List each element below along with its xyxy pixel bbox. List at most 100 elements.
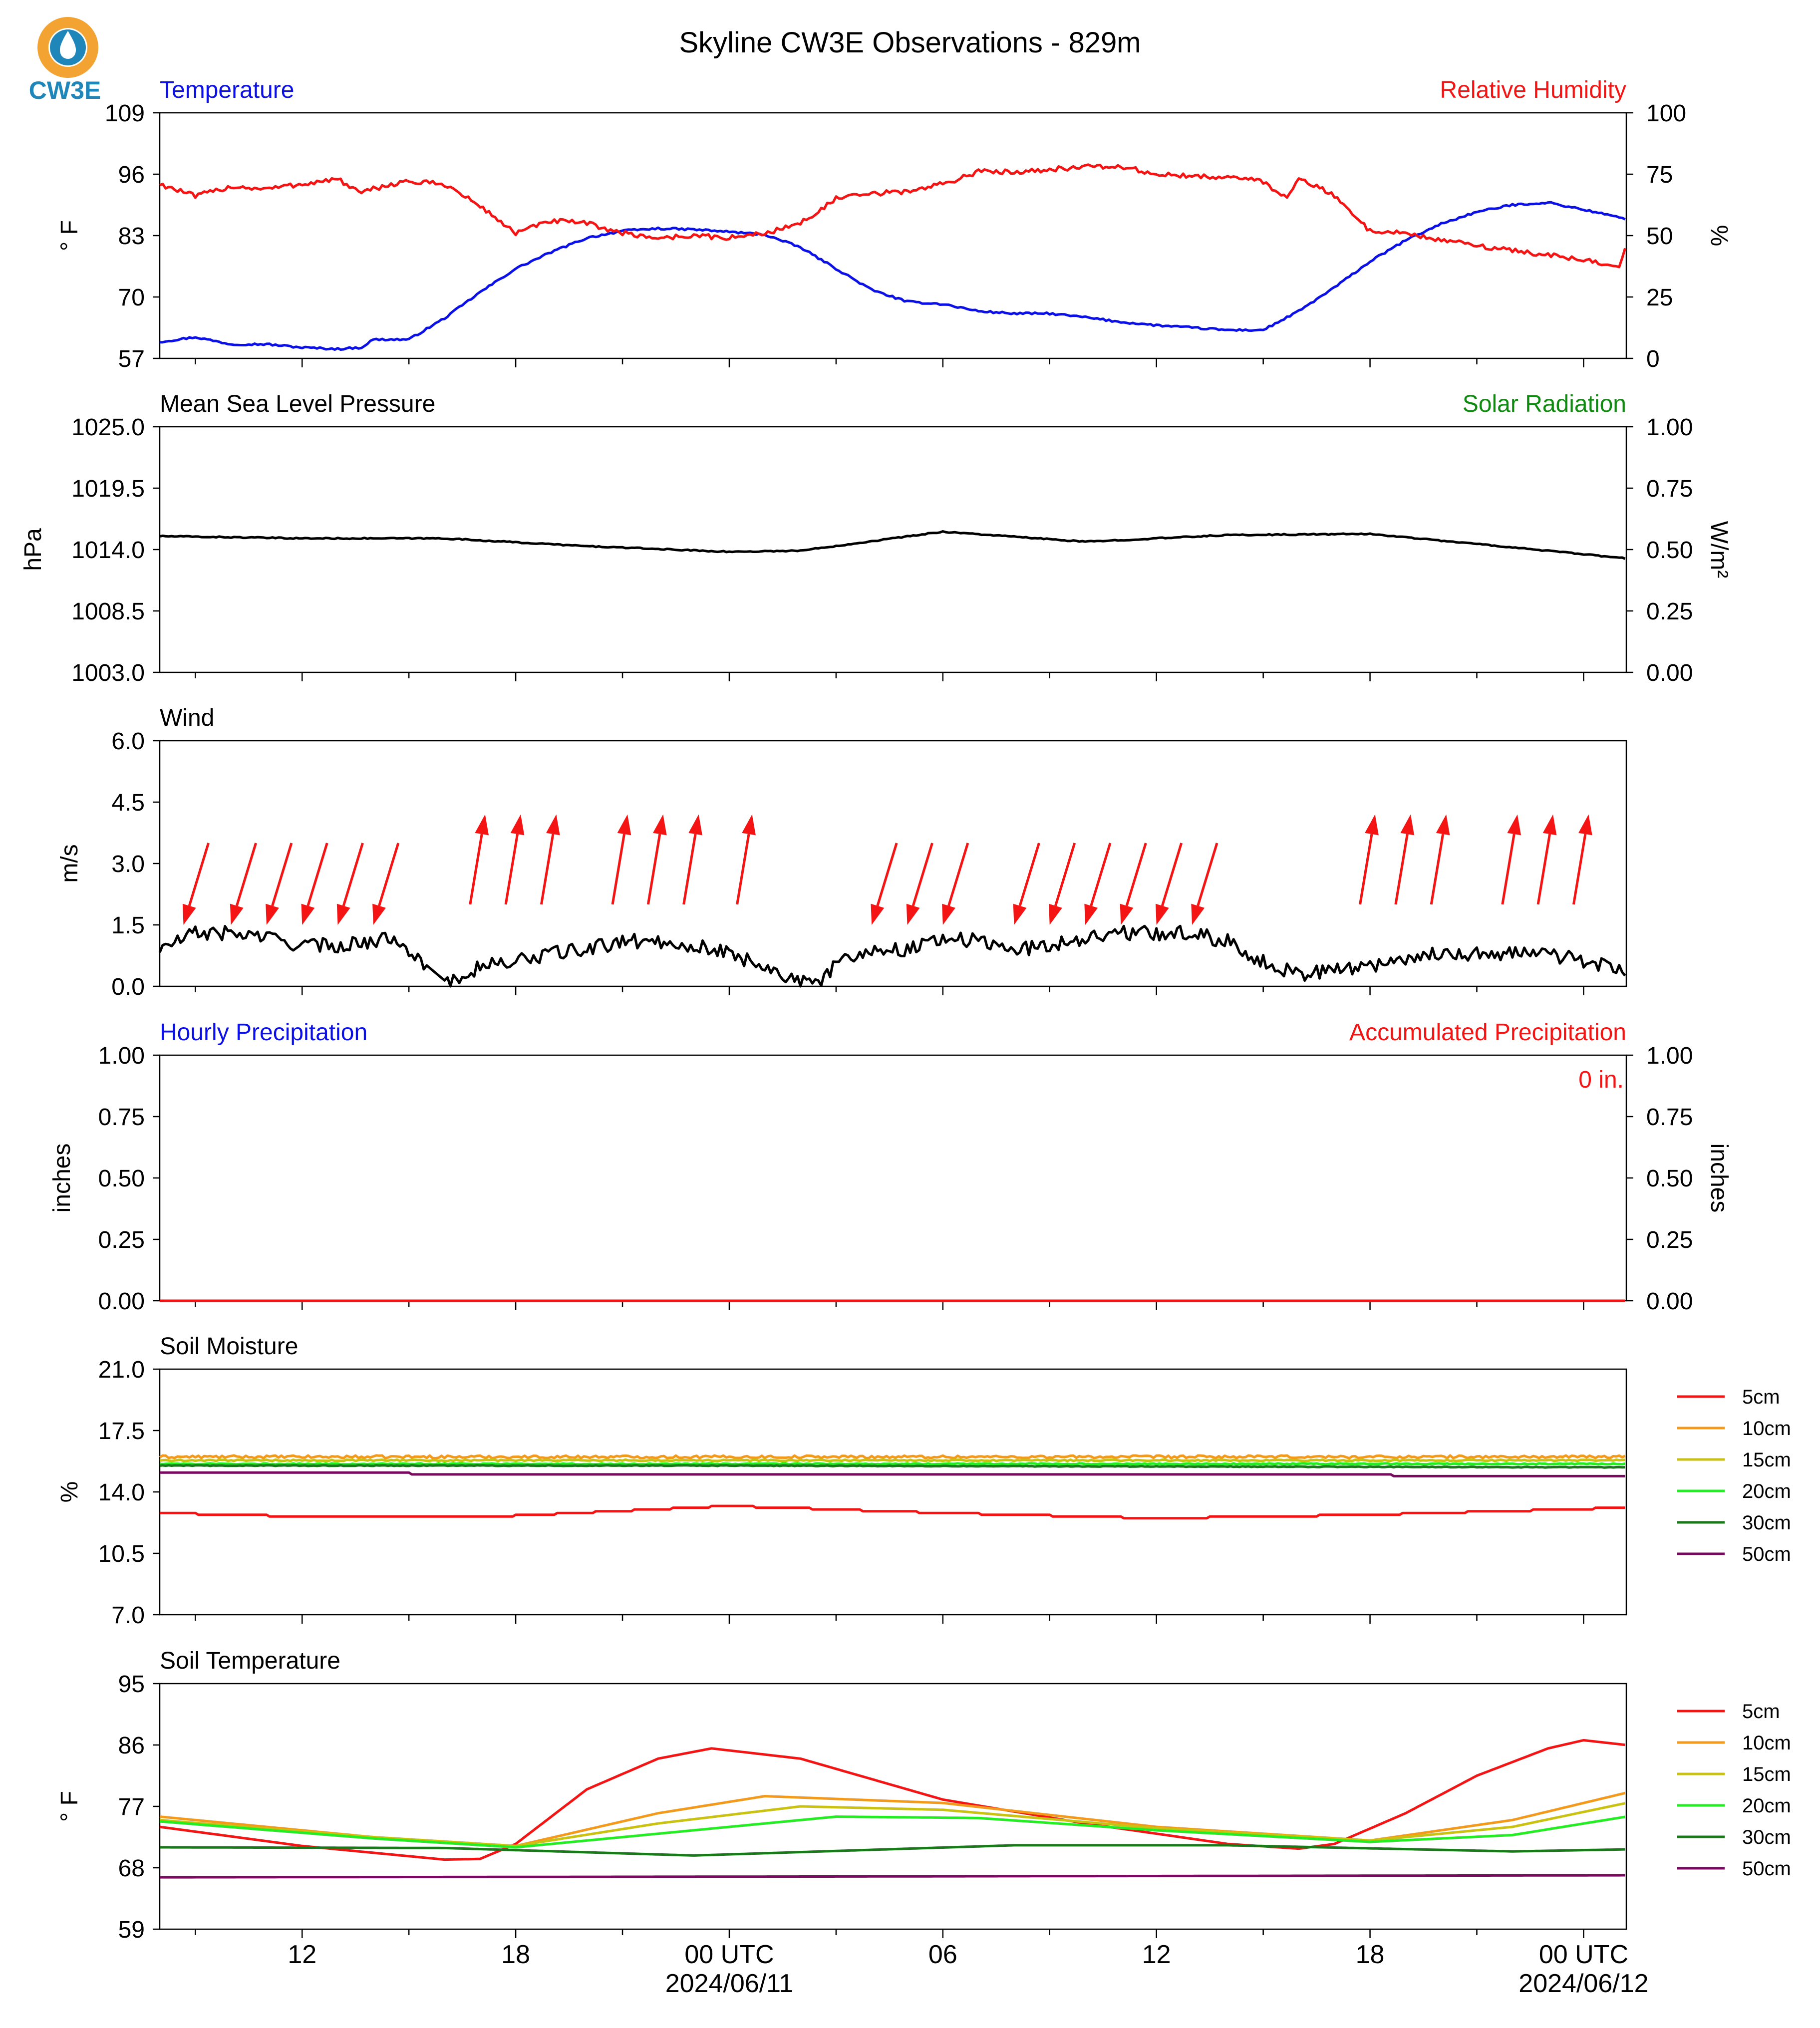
wind-arrow-head (1400, 814, 1415, 836)
wind-arrow (682, 814, 702, 905)
y-tick-label-left: 0.25 (98, 1227, 145, 1253)
wind-arrow (372, 843, 400, 925)
plot-frame (159, 112, 1627, 359)
y-tick-label-right: 0.75 (1646, 1104, 1693, 1131)
x-tick-label: 12 (1142, 1940, 1171, 1969)
y-tick-label-right: 0.50 (1646, 1165, 1693, 1192)
y-tick-label-left: 0.0 (111, 974, 145, 1000)
y-tick-label-left: 1025.0 (71, 414, 145, 441)
wind-arrow-shaft (342, 843, 364, 906)
wind-arrow-shaft (469, 834, 483, 905)
y-tick-label-left: 1019.5 (71, 476, 145, 502)
wind-arrow (182, 843, 210, 925)
y-axis-label-right: inches (1706, 1144, 1732, 1213)
cw3e-logo: CW3E (29, 17, 101, 104)
wind-arrow (906, 843, 933, 925)
y-tick-label-left: 1008.5 (71, 598, 145, 625)
panel-title-left: Wind (160, 705, 214, 731)
legend-label: 20cm (1742, 1480, 1791, 1502)
legend-label: 15cm (1742, 1449, 1791, 1471)
x-tick-label: 00 UTC (684, 1940, 774, 1969)
y-tick-label-left: 1.5 (111, 912, 145, 939)
y-tick-label-right: 0.00 (1646, 660, 1693, 686)
x-tick-label: 12 (288, 1940, 316, 1969)
series-line-50cm (160, 1471, 1625, 1477)
wind-arrow (1120, 843, 1147, 925)
wind-arrow-head (182, 903, 196, 925)
x-date-label: 2024/06/11 (665, 1969, 793, 1998)
panel-soil_moisture: Soil Moisture 21.0 17.5 14.0 10.5 7.0% 5cm 10cm… (56, 1333, 1791, 1629)
series-line-30cm (159, 1464, 1625, 1469)
wind-arrow-head (1507, 814, 1521, 836)
wind-arrow-head (230, 903, 244, 925)
wind-arrow-shaft (540, 834, 555, 905)
panel-temp_rh: Temperature Relative Humidity 109 96 83 70 57 1… (56, 77, 1732, 372)
y-axis-label-left: inches (49, 1144, 75, 1213)
wind-arrow-shaft (1090, 843, 1112, 906)
accumulated-precip-value: 0 in. (1578, 1067, 1624, 1093)
x-tick-label: 00 UTC (1539, 1940, 1628, 1969)
wind-arrow (1013, 843, 1040, 925)
wind-arrow-head (1155, 903, 1169, 925)
y-axis-label-left: % (56, 1481, 83, 1503)
y-tick-label-left: 1014.0 (71, 537, 145, 564)
wind-arrow (1430, 814, 1450, 905)
wind-arrow (942, 843, 969, 925)
y-tick-label-left: 77 (118, 1794, 145, 1820)
wind-arrow (1394, 814, 1415, 905)
wind-arrow-head (1191, 903, 1205, 925)
y-tick-label-right: 0 (1646, 346, 1660, 372)
wind-arrow-shaft (646, 834, 661, 905)
plot-frame (159, 426, 1627, 673)
panel-soil_temperature: Soil Temperature 95 86 77 68 59 ° F 5cm 10cm 15cm… (56, 1648, 1791, 1943)
wind-arrow-head (475, 814, 489, 836)
legend-label: 50cm (1742, 1858, 1791, 1880)
y-tick-label-left: 17.5 (98, 1418, 145, 1445)
wind-arrow-head (372, 903, 386, 925)
figure-title: Skyline CW3E Observations - 829m (679, 26, 1141, 59)
y-tick-label-left: 83 (118, 223, 145, 250)
y-tick-label-left: 68 (118, 1855, 145, 1882)
wind-arrow-shaft (1430, 834, 1445, 905)
wind-arrow-head (1436, 814, 1450, 836)
panel-title-right: Solar Radiation (1463, 391, 1626, 417)
y-tick-label-left: 96 (118, 162, 145, 188)
panel-title-left: Mean Sea Level Pressure (160, 391, 435, 417)
y-tick-label-left: 1003.0 (71, 660, 145, 686)
series-line-50cm (160, 1874, 1625, 1879)
wind-arrow-head (742, 814, 756, 836)
panel-title-left: Hourly Precipitation (160, 1019, 367, 1046)
y-tick-label-left: 6.0 (111, 728, 145, 755)
series-line-20cm (159, 1462, 1626, 1466)
legend-label: 5cm (1742, 1701, 1780, 1723)
panel-title-left: Soil Moisture (160, 1333, 298, 1360)
wind-arrow (301, 843, 328, 925)
y-tick-label-left: 86 (118, 1733, 145, 1759)
legend-label: 10cm (1742, 1732, 1791, 1754)
x-date-label: 2024/06/12 (1518, 1969, 1648, 1998)
y-tick-label-left: 0.50 (98, 1165, 145, 1192)
wind-arrow-head (301, 903, 315, 925)
y-tick-label-left: 10.5 (98, 1541, 145, 1567)
wind-arrow-shaft (911, 843, 933, 906)
wind-arrow-shaft (1161, 843, 1183, 906)
y-tick-label-left: 21.0 (98, 1357, 145, 1383)
x-tick-label: 06 (928, 1940, 957, 1969)
y-tick-label-left: 57 (118, 346, 145, 372)
wind-arrow-shaft (378, 843, 400, 906)
panel-pressure: Mean Sea Level Pressure Solar Radiation 10… (20, 391, 1732, 686)
y-tick-label-left: 0.75 (98, 1104, 145, 1131)
y-tick-label-right: 75 (1646, 162, 1673, 188)
wind-arrow-shaft (504, 834, 519, 905)
legend-label: 30cm (1742, 1512, 1791, 1534)
wind-arrow-head (336, 903, 350, 925)
y-tick-label-left: 14.0 (98, 1479, 145, 1506)
series-line-10cm (159, 1454, 1626, 1459)
legend-label: 10cm (1742, 1418, 1791, 1440)
wind-arrow-shaft (306, 843, 328, 906)
wind-arrow-shaft (1054, 843, 1076, 906)
wind-arrow (1536, 814, 1557, 905)
series-line-30cm (160, 1844, 1625, 1857)
panel-wind: Wind 6.0 4.5 3.0 1.5 0.0 m/s (56, 705, 1627, 1000)
panel-title-right: Accumulated Precipitation (1349, 1019, 1626, 1046)
